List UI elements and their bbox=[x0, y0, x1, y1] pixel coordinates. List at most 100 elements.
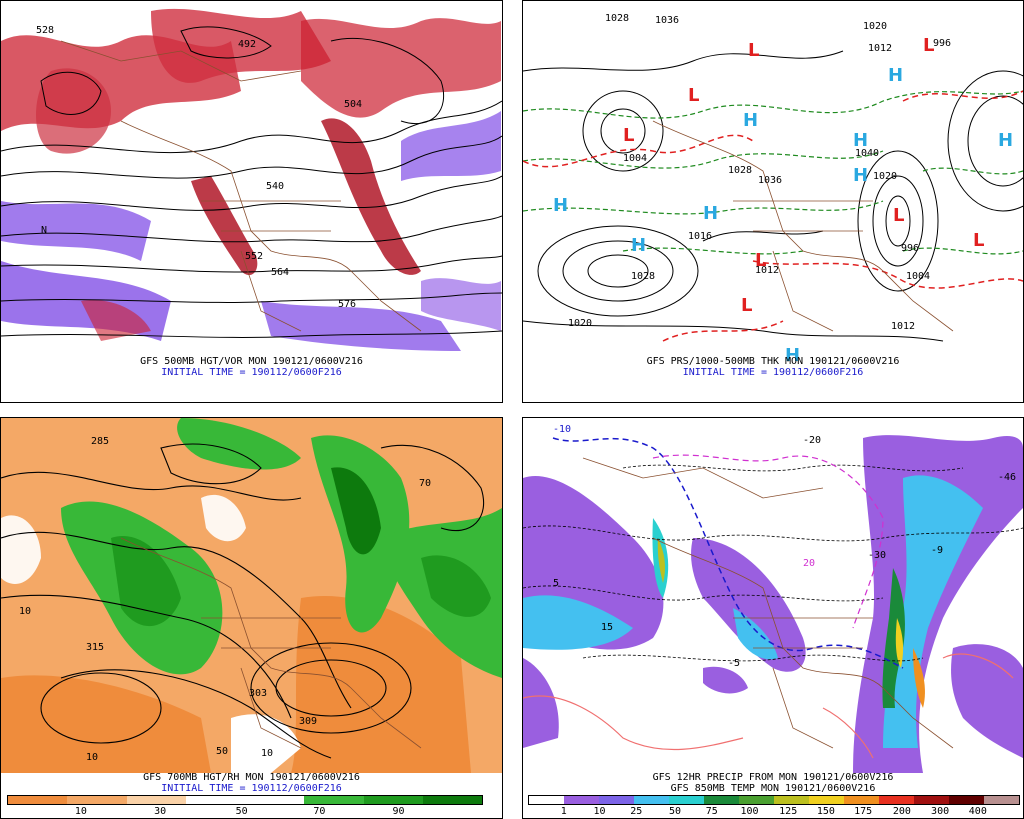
contour-labels: 285 10 315 303 309 10 50 10 70 bbox=[19, 436, 431, 763]
colorbar-tick: 1 bbox=[560, 806, 567, 817]
isobar-label: 1040 bbox=[855, 148, 879, 159]
isobar-labels: 1028 1036 1020 1012 996 1004 1028 1036 1… bbox=[568, 13, 951, 332]
panel-caption: GFS 12HR PRECIP FROM MON 190121/0600V216 bbox=[652, 772, 894, 783]
isobar-label: 1020 bbox=[863, 21, 887, 32]
contour-label: 315 bbox=[86, 642, 104, 653]
political-borders bbox=[652, 120, 954, 332]
colorbar-swatch bbox=[599, 796, 634, 804]
panel-precip-850mb-temp: -10 -20 -30 -46 15 20 -5 -9 5 GFS 12HR P… bbox=[522, 417, 1024, 819]
precip-fill bbox=[523, 435, 1023, 773]
political-borders bbox=[582, 457, 954, 749]
colorbar-swatch bbox=[363, 796, 423, 804]
colorbar-tick: 400 bbox=[968, 806, 987, 817]
colorbar-tick: 75 bbox=[705, 806, 718, 817]
colorbar-swatch bbox=[67, 796, 127, 804]
height-contours bbox=[1, 26, 502, 338]
contour-label: 10 bbox=[86, 752, 98, 763]
political-borders bbox=[60, 40, 422, 332]
panel-caption-temp: GFS 850MB TEMP MON 190121/0600V216 bbox=[670, 783, 876, 794]
map-pressure: H H H H H H H H H L L L L L L L L 1028 1… bbox=[523, 13, 1023, 366]
contour-label: 10 bbox=[261, 748, 273, 759]
isobars bbox=[523, 50, 1023, 342]
panel-caption: GFS 500MB HGT/VOR MON 190121/0600V216 bbox=[140, 356, 363, 367]
colorbar-tick: 90 bbox=[392, 806, 405, 817]
colorbar-swatch bbox=[774, 796, 809, 804]
contour-label: -46 bbox=[998, 472, 1016, 483]
humidity-fill bbox=[1, 418, 502, 773]
high-pressure-icon: H bbox=[703, 203, 718, 224]
contour-label: 50 bbox=[216, 746, 228, 757]
contour-label: -5 bbox=[728, 658, 740, 669]
isobar-label: 996 bbox=[933, 38, 951, 49]
isobar-label: 1036 bbox=[758, 175, 782, 186]
contour-label: N bbox=[41, 225, 47, 236]
isobar-label: 1012 bbox=[891, 321, 915, 332]
low-pressure-icon: L bbox=[748, 40, 759, 61]
colorbar-swatch bbox=[304, 796, 364, 804]
contour-label: 492 bbox=[238, 39, 256, 50]
isobar-label: 1028 bbox=[728, 165, 752, 176]
isobar-label: 1004 bbox=[623, 153, 647, 164]
panel-caption: GFS PRS/1000-500MB THK MON 190121/0600V2… bbox=[646, 356, 900, 367]
contour-label: 552 bbox=[245, 251, 263, 262]
low-pressure-icon: L bbox=[741, 295, 752, 316]
political-borders bbox=[120, 537, 422, 749]
isobar-label: 1028 bbox=[605, 13, 629, 24]
height-contours bbox=[1, 443, 485, 759]
freezing-thickness bbox=[523, 90, 1023, 342]
contour-labels: 528 492 504 540 552 564 576 N bbox=[36, 25, 362, 310]
colorbar-swatch bbox=[185, 796, 245, 804]
isobar-label: 1028 bbox=[631, 271, 655, 282]
isobar-label: 1020 bbox=[873, 171, 897, 182]
colorbar-swatch bbox=[879, 796, 914, 804]
isobar-label: 1036 bbox=[655, 15, 679, 26]
map-700mb: 285 10 315 303 309 10 50 10 70 bbox=[1, 418, 502, 773]
contour-label: -10 bbox=[553, 424, 571, 435]
colorbar-swatch bbox=[949, 796, 984, 804]
vorticity-fill bbox=[1, 8, 501, 351]
contour-label: 303 bbox=[249, 688, 267, 699]
high-pressure-icon: H bbox=[785, 345, 800, 366]
contour-label: 528 bbox=[36, 25, 54, 36]
colorbar-tick: 10 bbox=[74, 806, 87, 817]
contour-label: 309 bbox=[299, 716, 317, 727]
isobar-label: 1012 bbox=[868, 43, 892, 54]
colorbar-tick: 200 bbox=[892, 806, 911, 817]
colorbar-swatch bbox=[914, 796, 949, 804]
isobar-label: 1004 bbox=[906, 271, 930, 282]
panel-caption: GFS 700MB HGT/RH MON 190121/0600V216 bbox=[143, 772, 360, 783]
contour-label: -9 bbox=[931, 545, 943, 556]
colorbar-swatch bbox=[8, 796, 68, 804]
colorbar-tick: 10 bbox=[593, 806, 606, 817]
colorbar-swatch bbox=[844, 796, 879, 804]
panel-500mb-vorticity: 528 492 504 540 552 564 576 N GFS 500MB … bbox=[0, 0, 503, 403]
colorbar-swatch bbox=[529, 796, 564, 804]
high-pressure-icon: H bbox=[743, 110, 758, 131]
pressure-centers: H H H H H H H H H L L L L L L L L bbox=[553, 35, 1013, 366]
colorbar-swatch bbox=[984, 796, 1019, 804]
colorbar-tick: 30 bbox=[154, 806, 167, 817]
low-pressure-icon: L bbox=[923, 35, 934, 56]
colorbar-tick: 50 bbox=[235, 806, 248, 817]
contour-label: 10 bbox=[19, 606, 31, 617]
contour-labels: -10 -20 -30 -46 15 20 -5 -9 5 bbox=[553, 424, 1016, 669]
contour-label: 70 bbox=[419, 478, 431, 489]
colorbar-swatch bbox=[669, 796, 704, 804]
high-pressure-icon: H bbox=[631, 235, 646, 256]
colorbar-tick: 300 bbox=[931, 806, 950, 817]
map-precip: -10 -20 -30 -46 15 20 -5 -9 5 bbox=[523, 424, 1023, 773]
high-pressure-icon: H bbox=[998, 130, 1013, 151]
colorbar-swatch bbox=[634, 796, 669, 804]
thickness-contours bbox=[523, 90, 1023, 255]
rh-colorbar bbox=[7, 795, 483, 805]
map-500mb: 528 492 504 540 552 564 576 N bbox=[1, 8, 502, 351]
high-pressure-icon: H bbox=[553, 195, 568, 216]
contour-label: 564 bbox=[271, 267, 289, 278]
low-pressure-icon: L bbox=[623, 125, 634, 146]
panel-initial-time: INITIAL TIME = 190112/0600F216 bbox=[161, 367, 342, 378]
contour-label: 285 bbox=[91, 436, 109, 447]
colorbar-tick: 70 bbox=[313, 806, 326, 817]
contour-label: 20 bbox=[803, 558, 815, 569]
colorbar-swatch bbox=[564, 796, 599, 804]
colorbar-swatch bbox=[422, 796, 482, 804]
